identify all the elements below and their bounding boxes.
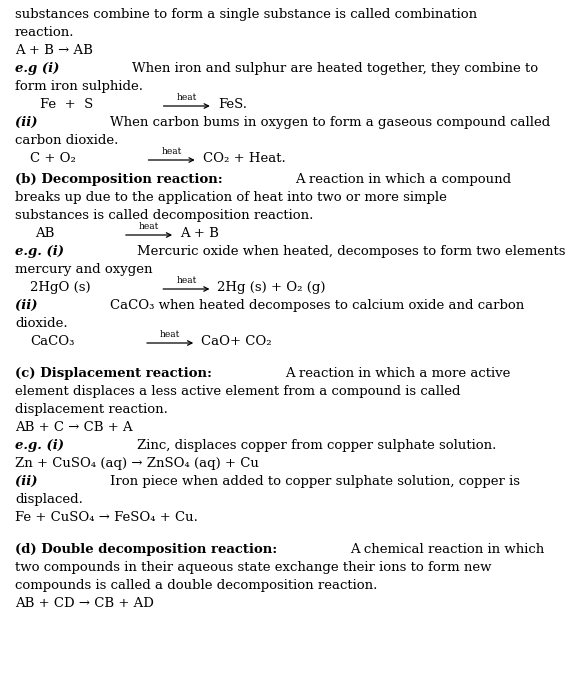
Text: 2HgO (s): 2HgO (s) — [30, 281, 90, 294]
Text: CaO+ CO₂: CaO+ CO₂ — [201, 335, 272, 348]
Text: When iron and sulphur are heated together, they combine to: When iron and sulphur are heated togethe… — [132, 62, 538, 75]
Text: e.g (i): e.g (i) — [15, 62, 64, 75]
Text: breaks up due to the application of heat into two or more simple: breaks up due to the application of heat… — [15, 191, 447, 204]
Text: (ii): (ii) — [15, 299, 42, 312]
Text: (ii): (ii) — [15, 475, 42, 488]
Text: displaced.: displaced. — [15, 493, 83, 506]
Text: A reaction in which a compound: A reaction in which a compound — [296, 173, 511, 186]
Text: A chemical reaction in which: A chemical reaction in which — [350, 543, 544, 556]
Text: compounds is called a double decomposition reaction.: compounds is called a double decompositi… — [15, 579, 378, 592]
Text: (c) Displacement reaction:: (c) Displacement reaction: — [15, 367, 217, 380]
Text: element displaces a less active element from a compound is called: element displaces a less active element … — [15, 385, 460, 398]
Text: CaCO₃ when heated decomposes to calcium oxide and carbon: CaCO₃ when heated decomposes to calcium … — [110, 299, 525, 312]
Text: A reaction in which a more active: A reaction in which a more active — [285, 367, 510, 380]
Text: AB: AB — [35, 227, 54, 240]
Text: mercury and oxygen: mercury and oxygen — [15, 263, 153, 276]
Text: Fe + CuSO₄ → FeSO₄ + Cu.: Fe + CuSO₄ → FeSO₄ + Cu. — [15, 511, 198, 524]
Text: dioxide.: dioxide. — [15, 317, 67, 330]
Text: heat: heat — [177, 93, 197, 102]
Text: heat: heat — [139, 222, 159, 231]
Text: C + O₂: C + O₂ — [30, 152, 76, 165]
Text: (d) Double decomposition reaction:: (d) Double decomposition reaction: — [15, 543, 282, 556]
Text: heat: heat — [176, 276, 197, 285]
Text: 2Hg (s) + O₂ (g): 2Hg (s) + O₂ (g) — [217, 281, 326, 294]
Text: When carbon bums in oxygen to form a gaseous compound called: When carbon bums in oxygen to form a gas… — [110, 116, 550, 129]
Text: reaction.: reaction. — [15, 26, 74, 39]
Text: e.g. (i): e.g. (i) — [15, 439, 69, 452]
Text: form iron sulphide.: form iron sulphide. — [15, 80, 143, 93]
Text: Mercuric oxide when heated, decomposes to form two elements: Mercuric oxide when heated, decomposes t… — [137, 245, 565, 258]
Text: substances is called decomposition reaction.: substances is called decomposition react… — [15, 209, 313, 222]
Text: substances combine to form a single substance is called combination: substances combine to form a single subs… — [15, 8, 477, 21]
Text: Iron piece when added to copper sulphate solution, copper is: Iron piece when added to copper sulphate… — [110, 475, 521, 488]
Text: (b) Decomposition reaction:: (b) Decomposition reaction: — [15, 173, 228, 186]
Text: Zinc, displaces copper from copper sulphate solution.: Zinc, displaces copper from copper sulph… — [137, 439, 496, 452]
Text: displacement reaction.: displacement reaction. — [15, 403, 168, 416]
Text: carbon dioxide.: carbon dioxide. — [15, 134, 118, 147]
Text: (ii): (ii) — [15, 116, 42, 129]
Text: CaCO₃: CaCO₃ — [30, 335, 74, 348]
Text: e.g. (i): e.g. (i) — [15, 245, 69, 258]
Text: A + B: A + B — [180, 227, 219, 240]
Text: CO₂ + Heat.: CO₂ + Heat. — [202, 152, 285, 165]
Text: AB + CD → CB + AD: AB + CD → CB + AD — [15, 597, 154, 610]
Text: FeS.: FeS. — [218, 98, 247, 111]
Text: heat: heat — [160, 330, 180, 339]
Text: A + B → AB: A + B → AB — [15, 44, 93, 57]
Text: Zn + CuSO₄ (aq) → ZnSO₄ (aq) + Cu: Zn + CuSO₄ (aq) → ZnSO₄ (aq) + Cu — [15, 457, 259, 470]
Text: Fe  +  S: Fe + S — [40, 98, 93, 111]
Text: heat: heat — [161, 147, 182, 156]
Text: two compounds in their aqueous state exchange their ions to form new: two compounds in their aqueous state exc… — [15, 561, 491, 574]
Text: AB + C → CB + A: AB + C → CB + A — [15, 421, 133, 434]
